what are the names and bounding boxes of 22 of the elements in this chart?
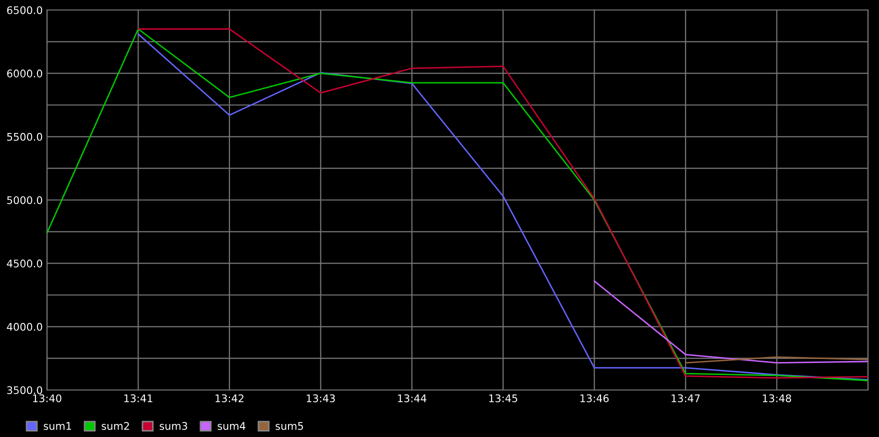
x-tick-label: 13:41	[124, 394, 152, 402]
x-tick-label: 13:48	[762, 394, 792, 402]
y-tick-label: 6500.0	[7, 6, 42, 14]
legend-label: sum4	[218, 422, 246, 430]
line-series	[594, 280, 868, 364]
x-tick-label: 13:40	[33, 394, 62, 402]
legend-label: sum5	[276, 422, 303, 430]
legend-label: sum1	[44, 422, 72, 430]
x-tick-label: 13:44	[398, 394, 426, 402]
y-tick-label: 4500.0	[6, 260, 42, 268]
y-tick-label: 5500.0	[7, 132, 42, 141]
x-tick-label: 13:46	[580, 394, 609, 402]
y-tick-label: 4000.0	[6, 322, 42, 331]
x-tick-label: 13:43	[306, 394, 335, 402]
x-tick-label: 13:47	[672, 394, 700, 402]
y-tick-label: 6000.0	[7, 70, 42, 78]
x-tick-label: 13:42	[216, 394, 244, 402]
y-tick-label: 3500.0	[7, 386, 42, 394]
y-tick-label: 5000.0	[7, 196, 42, 204]
legend-label: sum3	[160, 422, 188, 430]
x-tick-label: 13:45	[489, 394, 518, 402]
legend-label: sum2	[102, 422, 129, 430]
